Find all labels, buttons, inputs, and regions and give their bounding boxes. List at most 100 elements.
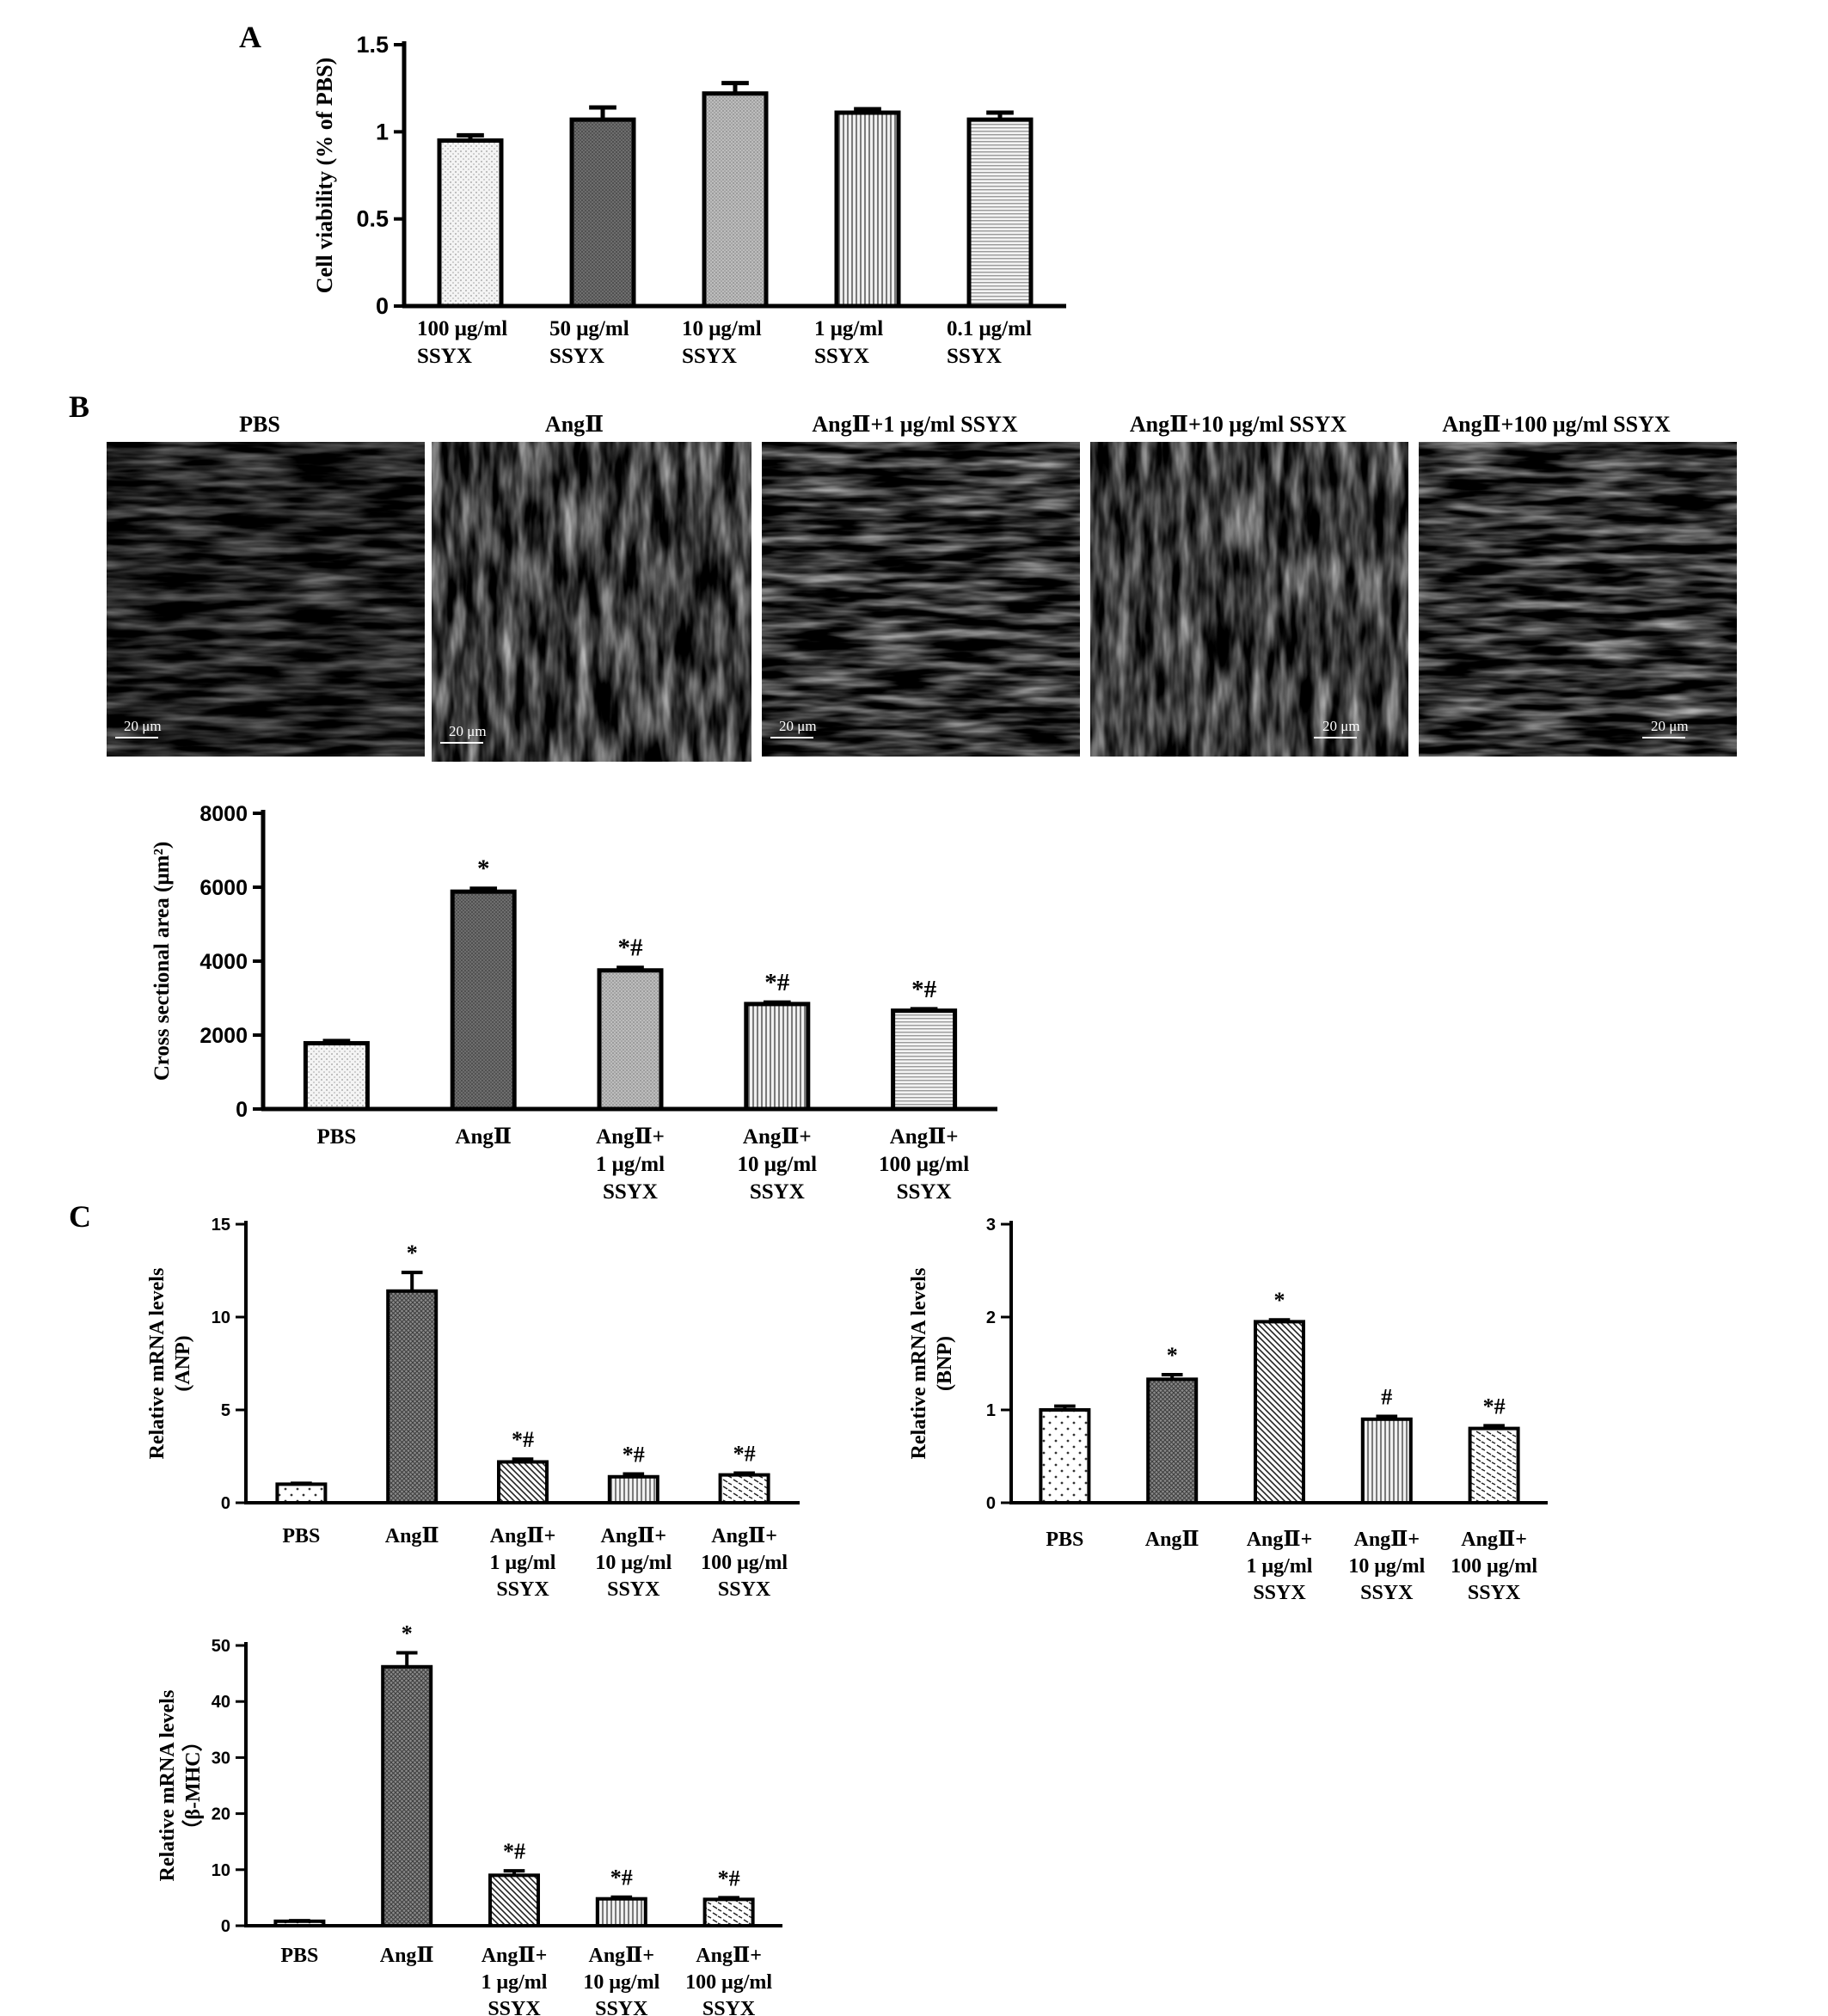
category-label: SSYX xyxy=(947,345,1002,368)
bar xyxy=(595,1897,647,1928)
category-label: 100 μg/ml xyxy=(417,317,507,340)
category-label: AngⅡ+ xyxy=(711,1525,777,1547)
y-tick-label: 1.5 xyxy=(356,32,389,58)
scale-bar-label: 20 μm xyxy=(1322,718,1360,734)
scale-bar-label: 20 μm xyxy=(779,718,817,734)
bar xyxy=(569,117,636,309)
category-label: 50 μg/ml xyxy=(549,317,629,340)
category-label: AngⅡ xyxy=(385,1525,439,1547)
category-label: AngⅡ+ xyxy=(490,1525,556,1547)
category-label: 10 μg/ml xyxy=(583,1971,659,1994)
micrograph-4: AngⅡ+10 μg/ml SSYX 20 μm xyxy=(1090,412,1408,757)
category-label: AngⅡ+ xyxy=(890,1125,959,1149)
bar xyxy=(744,1002,811,1112)
bar xyxy=(303,1040,370,1112)
bar xyxy=(1039,1408,1091,1504)
panel-label-a: A xyxy=(239,20,261,54)
y-tick-label: 0 xyxy=(236,1098,248,1122)
y-tick-label: 0 xyxy=(376,293,389,319)
y-tick-label: 15 xyxy=(212,1216,230,1235)
significance-mark: * xyxy=(477,855,490,883)
y-tick-label: 2000 xyxy=(199,1024,248,1048)
scale-bar-label: 20 μm xyxy=(124,718,162,734)
y-axis-label: Relative mRNA levels xyxy=(908,1268,930,1460)
scale-bar-label: 20 μm xyxy=(1651,718,1689,734)
category-label: PBS xyxy=(282,1525,320,1547)
category-label: SSYX xyxy=(750,1180,805,1204)
bar xyxy=(834,110,901,309)
micrograph-title: AngⅡ xyxy=(545,412,604,437)
y-tick-label: 0 xyxy=(221,1917,230,1936)
category-label: SSYX xyxy=(682,345,737,368)
significance-mark: *# xyxy=(1483,1394,1506,1419)
significance-mark: * xyxy=(402,1621,413,1645)
micrograph-texture xyxy=(762,442,1080,757)
category-label: SSYX xyxy=(488,1998,541,2016)
category-label: SSYX xyxy=(814,345,869,368)
significance-mark: *# xyxy=(718,1866,740,1890)
y-axis-label: Relative mRNA levels xyxy=(156,1690,179,1882)
y-axis-label: Cell viability (% of PBS) xyxy=(312,58,337,293)
significance-mark: *# xyxy=(503,1839,525,1864)
y-tick-label: 20 xyxy=(212,1805,230,1824)
y-tick-label: 10 xyxy=(212,1308,230,1327)
category-label: SSYX xyxy=(549,345,604,368)
y-tick-label: 1 xyxy=(986,1401,996,1420)
y-tick-label: 40 xyxy=(212,1693,230,1712)
y-axis-label: (ANP) xyxy=(172,1335,194,1391)
category-label: SSYX xyxy=(1360,1582,1414,1604)
micrograph-title: AngⅡ+1 μg/ml SSYX xyxy=(812,412,1018,437)
chart-anp-mrna: 0 5 10 15 Relative mRNA levels (ANP) PBS * AngⅡ *… xyxy=(146,1216,800,1601)
category-label: 1 μg/ml xyxy=(814,317,883,340)
y-axis-label: (BNP) xyxy=(934,1336,956,1391)
category-label: 100 μg/ml xyxy=(1451,1555,1537,1578)
bar xyxy=(275,1482,328,1505)
micrograph-title: AngⅡ+10 μg/ml SSYX xyxy=(1130,412,1347,437)
chart-cross-sectional-area: 0 2000 4000 6000 8000 Cross sectional area (μ… xyxy=(150,802,997,1204)
bar xyxy=(702,91,769,309)
micrograph-texture xyxy=(1090,442,1408,757)
category-label: AngⅡ+ xyxy=(696,1945,762,1967)
bar xyxy=(437,138,504,309)
y-tick-label: 10 xyxy=(212,1861,230,1880)
chart-cell-viability: 0 0.5 1 1.5 Cell viability (% of PBS) 100 μg/… xyxy=(312,32,1066,368)
micrograph-texture xyxy=(432,442,751,762)
category-label: 10 μg/ml xyxy=(595,1552,672,1574)
bar xyxy=(386,1289,439,1505)
y-tick-label: 0 xyxy=(221,1494,230,1513)
category-label: SSYX xyxy=(417,345,472,368)
category-label: PBS xyxy=(280,1945,318,1967)
y-tick-label: 0.5 xyxy=(356,206,389,232)
bar xyxy=(607,1474,659,1505)
bar xyxy=(702,1897,755,1927)
category-label: 100 μg/ml xyxy=(879,1153,969,1176)
significance-mark: * xyxy=(1274,1288,1285,1313)
category-label: SSYX xyxy=(702,1998,756,2016)
category-label: 1 μg/ml xyxy=(596,1153,665,1176)
micrograph-3: AngⅡ+1 μg/ml SSYX 20 μm xyxy=(762,412,1080,757)
y-tick-label: 50 xyxy=(212,1637,230,1656)
category-label: 10 μg/ml xyxy=(682,317,762,340)
micrograph-5: AngⅡ+100 μg/ml SSYX 20 μm xyxy=(1419,412,1737,757)
micrograph-texture xyxy=(107,442,425,757)
category-label: SSYX xyxy=(496,1578,549,1601)
category-label: 10 μg/ml xyxy=(737,1153,817,1176)
category-label: AngⅡ xyxy=(1145,1529,1199,1551)
category-label: SSYX xyxy=(603,1180,658,1204)
chart-bnp-mrna: 0 1 2 3 Relative mRNA levels (BNP) PBS * AngⅡ * An… xyxy=(908,1216,1548,1604)
y-axis-label: Cross sectional area (μm²) xyxy=(150,842,174,1081)
y-tick-label: 5 xyxy=(221,1401,230,1420)
micrograph-title: AngⅡ+100 μg/ml SSYX xyxy=(1442,412,1671,437)
category-label: AngⅡ xyxy=(455,1125,512,1149)
micrograph-2: AngⅡ 20 μm xyxy=(432,412,751,762)
significance-mark: *# xyxy=(618,934,644,962)
significance-mark: # xyxy=(1381,1385,1392,1410)
scale-bar-label: 20 μm xyxy=(449,723,487,739)
micrograph-title: PBS xyxy=(239,412,280,437)
category-label: SSYX xyxy=(607,1578,660,1601)
bar xyxy=(891,1008,958,1112)
bar xyxy=(488,1873,540,1928)
category-label: 1 μg/ml xyxy=(1247,1555,1313,1578)
category-label: SSYX xyxy=(718,1578,771,1601)
